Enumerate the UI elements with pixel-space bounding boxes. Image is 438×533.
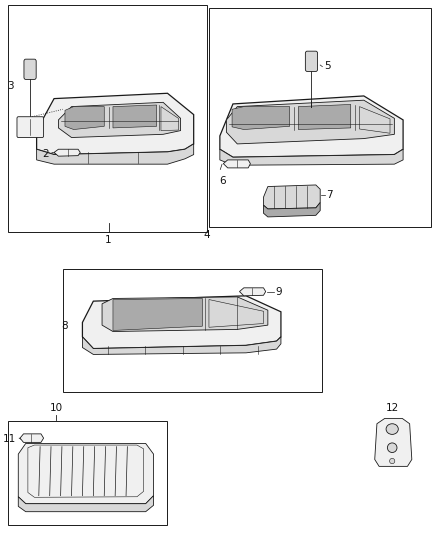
Polygon shape bbox=[37, 144, 194, 164]
Polygon shape bbox=[20, 434, 44, 442]
Polygon shape bbox=[18, 443, 154, 504]
Bar bbox=[8, 421, 167, 525]
Text: 9: 9 bbox=[276, 287, 283, 296]
Polygon shape bbox=[375, 418, 412, 466]
Text: 6: 6 bbox=[219, 176, 226, 186]
Polygon shape bbox=[360, 107, 390, 133]
Polygon shape bbox=[113, 105, 157, 128]
Polygon shape bbox=[264, 185, 320, 209]
Text: 12: 12 bbox=[385, 403, 399, 413]
Polygon shape bbox=[54, 149, 80, 156]
FancyBboxPatch shape bbox=[305, 51, 318, 71]
Text: 8: 8 bbox=[61, 321, 68, 331]
FancyBboxPatch shape bbox=[24, 59, 36, 79]
Bar bbox=[8, 5, 207, 232]
Polygon shape bbox=[65, 107, 104, 130]
Text: 2: 2 bbox=[42, 149, 49, 158]
Text: 10: 10 bbox=[49, 402, 63, 413]
Polygon shape bbox=[298, 104, 351, 130]
Polygon shape bbox=[37, 93, 194, 155]
Polygon shape bbox=[102, 297, 268, 332]
Text: 4: 4 bbox=[204, 230, 210, 240]
Text: 7: 7 bbox=[326, 190, 332, 199]
Polygon shape bbox=[240, 288, 266, 296]
Polygon shape bbox=[161, 107, 178, 131]
Ellipse shape bbox=[386, 424, 398, 434]
Bar bbox=[209, 8, 431, 227]
Polygon shape bbox=[209, 300, 264, 327]
Text: 11: 11 bbox=[4, 434, 17, 444]
Polygon shape bbox=[223, 160, 251, 168]
Polygon shape bbox=[82, 337, 281, 354]
Text: 5: 5 bbox=[325, 61, 331, 71]
Text: 3: 3 bbox=[7, 82, 14, 91]
Bar bbox=[63, 269, 322, 392]
Polygon shape bbox=[232, 107, 290, 130]
Polygon shape bbox=[58, 102, 180, 138]
Text: 1: 1 bbox=[105, 235, 112, 245]
Polygon shape bbox=[264, 203, 320, 217]
Ellipse shape bbox=[389, 458, 395, 464]
Polygon shape bbox=[220, 149, 403, 165]
Polygon shape bbox=[226, 100, 394, 144]
Polygon shape bbox=[220, 96, 403, 157]
Ellipse shape bbox=[387, 443, 397, 453]
FancyBboxPatch shape bbox=[17, 117, 44, 138]
Polygon shape bbox=[113, 298, 202, 330]
Polygon shape bbox=[18, 496, 154, 512]
Polygon shape bbox=[82, 296, 281, 349]
